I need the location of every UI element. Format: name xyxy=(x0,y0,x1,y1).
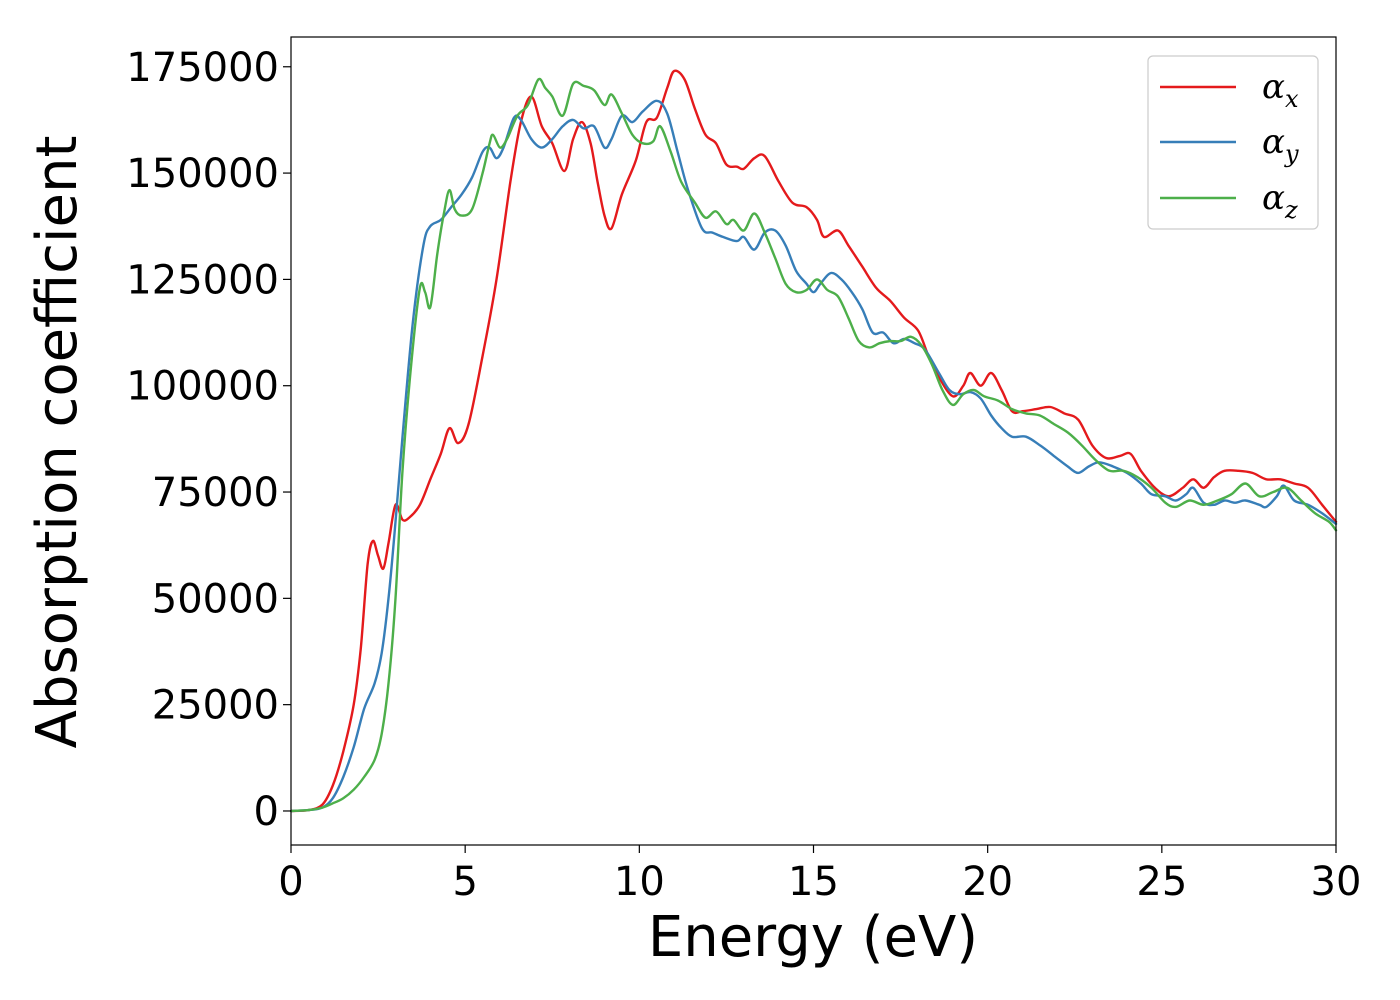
x-tick-label: 15 xyxy=(788,859,839,905)
x-axis-title: Energy (eV) xyxy=(648,905,978,970)
series-line-x xyxy=(289,69,1338,813)
legend-symbol: α xyxy=(1262,122,1285,162)
y-tick-label: 75000 xyxy=(152,470,279,516)
y-tick-label: 150000 xyxy=(126,151,279,197)
series-line-z xyxy=(289,77,1338,813)
y-tick-label: 25000 xyxy=(152,683,279,729)
legend-label-z: αz xyxy=(1262,178,1298,224)
x-axis: 0 5 10 15 20 25 30 xyxy=(278,845,1361,905)
y-axis: 0 25000 50000 75000 100000 125000 150000 175000 xyxy=(126,45,291,835)
series-line-y xyxy=(289,99,1338,813)
series-layer xyxy=(289,69,1338,813)
y-tick-label: 50000 xyxy=(152,576,279,622)
legend-subscript: y xyxy=(1284,140,1299,168)
x-tick-label: 5 xyxy=(452,859,477,905)
legend-symbol: α xyxy=(1262,178,1285,218)
legend-label-y: αy xyxy=(1262,122,1299,168)
x-tick-label: 10 xyxy=(614,859,665,905)
y-tick-label: 125000 xyxy=(126,257,279,303)
x-tick-label: 25 xyxy=(1136,859,1187,905)
y-axis-title: Absorption coefficient xyxy=(25,136,90,749)
y-tick-label: 0 xyxy=(254,789,279,835)
y-tick-label: 175000 xyxy=(126,45,279,91)
legend-symbol: α xyxy=(1262,67,1285,107)
legend-label-x: αx xyxy=(1262,67,1299,113)
legend-subscript: z xyxy=(1284,196,1298,224)
y-tick-label: 100000 xyxy=(126,364,279,410)
x-tick-label: 30 xyxy=(1311,859,1362,905)
x-tick-label: 20 xyxy=(962,859,1013,905)
x-tick-label: 0 xyxy=(278,859,303,905)
legend-subscript: x xyxy=(1285,85,1299,113)
